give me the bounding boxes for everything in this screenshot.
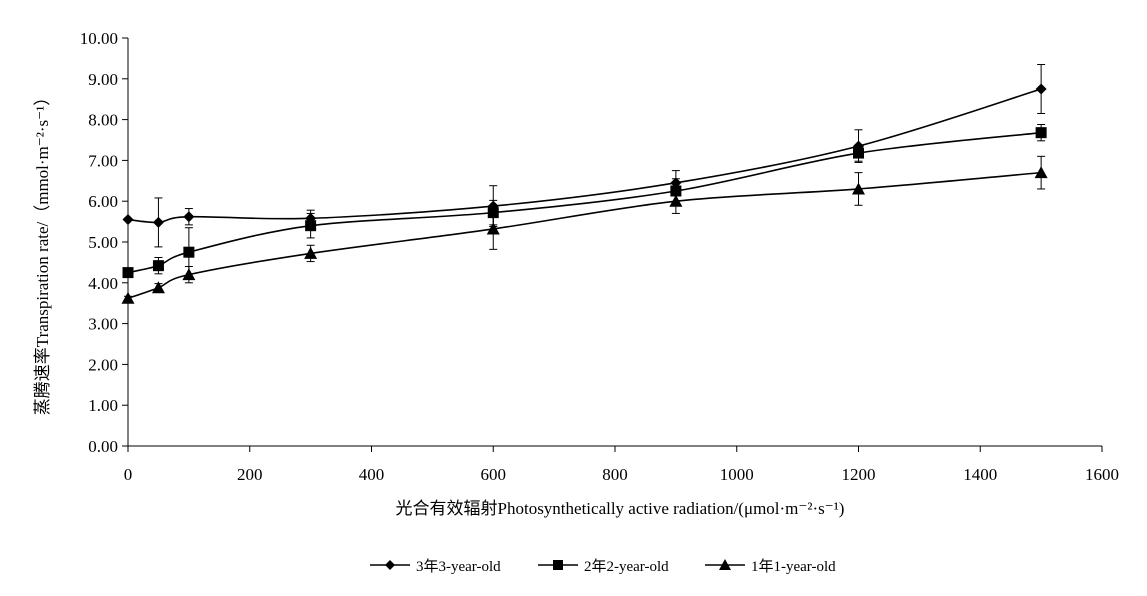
legend-label: 3年3-year-old bbox=[416, 558, 501, 575]
x-tick-label: 400 bbox=[359, 465, 385, 484]
x-axis-title: 光合有效辐射Photosynthetically active radiatio… bbox=[396, 499, 845, 518]
series-line bbox=[127, 171, 1042, 300]
plot-series bbox=[121, 64, 1048, 304]
series-diamond bbox=[122, 64, 1047, 248]
data-point bbox=[486, 222, 500, 235]
legend-label: 1年1-year-old bbox=[751, 558, 836, 575]
y-tick-label: 10.00 bbox=[80, 29, 118, 48]
y-tick-label: 9.00 bbox=[88, 70, 118, 89]
data-point bbox=[669, 194, 683, 207]
data-point bbox=[853, 147, 864, 159]
data-point bbox=[151, 281, 165, 294]
x-tick-label: 1400 bbox=[963, 465, 997, 484]
y-tick-label: 6.00 bbox=[88, 192, 118, 211]
data-point bbox=[1035, 127, 1047, 139]
x-tick-label: 1600 bbox=[1085, 465, 1119, 484]
legend-item: 2年2-year-old bbox=[538, 558, 669, 575]
x-tick-label: 1200 bbox=[842, 465, 876, 484]
y-tick-label: 8.00 bbox=[88, 111, 118, 130]
data-point bbox=[852, 182, 865, 195]
x-tick-label: 1000 bbox=[720, 465, 754, 484]
y-tick-label: 2.00 bbox=[88, 355, 118, 374]
data-point bbox=[183, 246, 195, 258]
data-point bbox=[1034, 166, 1048, 179]
y-tick-label: 4.00 bbox=[88, 274, 118, 293]
y-axis-title: 蒸腾速率Transpiration rate/（mmol·m⁻²·s⁻¹） bbox=[33, 89, 52, 415]
data-point bbox=[122, 267, 134, 279]
data-point bbox=[305, 220, 317, 232]
legend-marker bbox=[719, 559, 731, 570]
data-point bbox=[121, 291, 135, 304]
x-tick-label: 600 bbox=[481, 465, 507, 484]
data-point bbox=[182, 268, 196, 281]
series-line bbox=[127, 131, 1042, 274]
y-tick-label: 3.00 bbox=[88, 315, 118, 334]
data-point bbox=[152, 260, 164, 272]
legend-label: 2年2-year-old bbox=[584, 558, 669, 575]
data-point bbox=[152, 216, 164, 228]
data-point bbox=[304, 246, 318, 259]
x-tick-label: 0 bbox=[124, 465, 133, 484]
data-point bbox=[122, 214, 134, 226]
y-tick-label: 5.00 bbox=[88, 233, 118, 252]
axes: 0 200 400 600 800 1000 1200 1400 1600 0.00 1.00 2.0… bbox=[80, 29, 1119, 484]
data-point bbox=[183, 211, 195, 223]
x-tick-label: 800 bbox=[602, 465, 628, 484]
y-tick-label: 7.00 bbox=[88, 151, 118, 170]
legend: 3年3-year-old 2年2-year-old 1年1-year-old bbox=[370, 558, 836, 575]
y-tick-label: 1.00 bbox=[88, 396, 118, 415]
legend-item: 1年1-year-old bbox=[705, 558, 836, 575]
x-tick-label: 200 bbox=[237, 465, 263, 484]
y-tick-label: 0.00 bbox=[88, 437, 118, 456]
data-point bbox=[1035, 83, 1047, 95]
series-square bbox=[122, 123, 1047, 279]
series-triangle bbox=[121, 155, 1048, 304]
legend-marker bbox=[385, 560, 395, 570]
legend-item: 3年3-year-old bbox=[370, 558, 501, 575]
legend-marker bbox=[553, 560, 563, 570]
